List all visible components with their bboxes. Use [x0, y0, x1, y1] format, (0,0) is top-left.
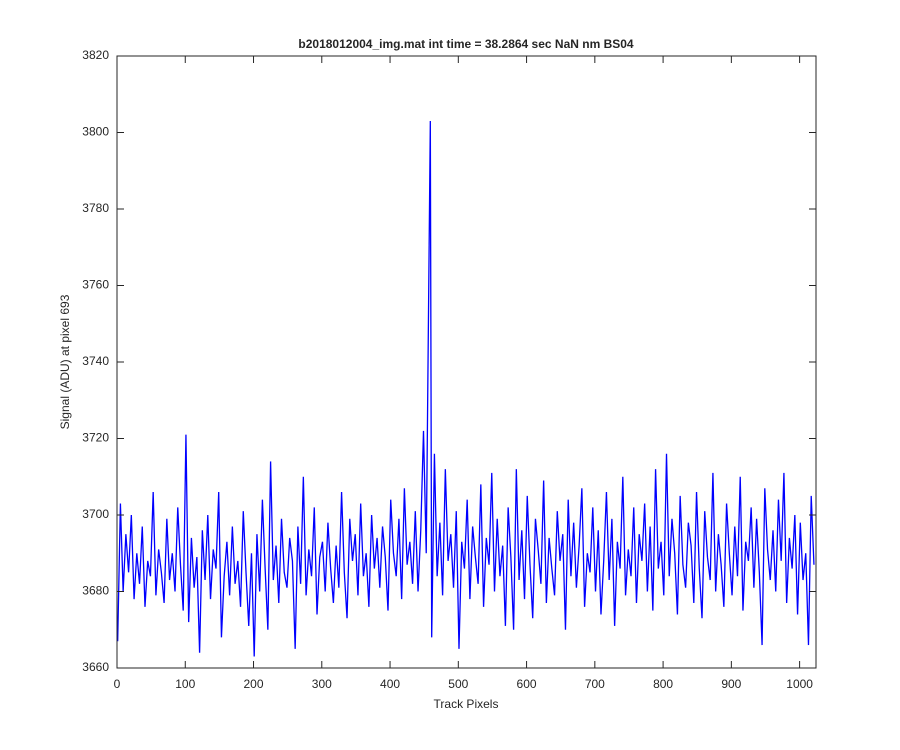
chart-title: b2018012004_img.mat int time = 38.2864 s…: [298, 37, 634, 51]
y-tick-label: 3800: [82, 125, 109, 139]
y-tick-label: 3820: [82, 48, 109, 62]
x-tick-label: 600: [517, 677, 537, 691]
x-tick-label: 200: [244, 677, 264, 691]
data-line: [117, 121, 815, 657]
x-tick-label: 500: [448, 677, 468, 691]
x-tick-label: 1000: [786, 677, 813, 691]
y-tick-label: 3700: [82, 507, 109, 521]
y-tick-label: 3680: [82, 584, 109, 598]
x-tick-label: 0: [114, 677, 121, 691]
x-axis-label: Track Pixels: [434, 697, 499, 711]
x-tick-label: 300: [312, 677, 332, 691]
y-tick-label: 3760: [82, 278, 109, 292]
x-tick-label: 700: [585, 677, 605, 691]
y-tick-label: 3720: [82, 431, 109, 445]
x-tick-label: 900: [721, 677, 741, 691]
y-tick-label: 3740: [82, 354, 109, 368]
x-tick-label: 400: [380, 677, 400, 691]
x-tick-label: 800: [653, 677, 673, 691]
x-tick-label: 100: [175, 677, 195, 691]
y-axis-label: Signal (ADU) at pixel 693: [58, 294, 72, 429]
y-tick-label: 3780: [82, 201, 109, 215]
y-tick-label: 3660: [82, 660, 109, 674]
